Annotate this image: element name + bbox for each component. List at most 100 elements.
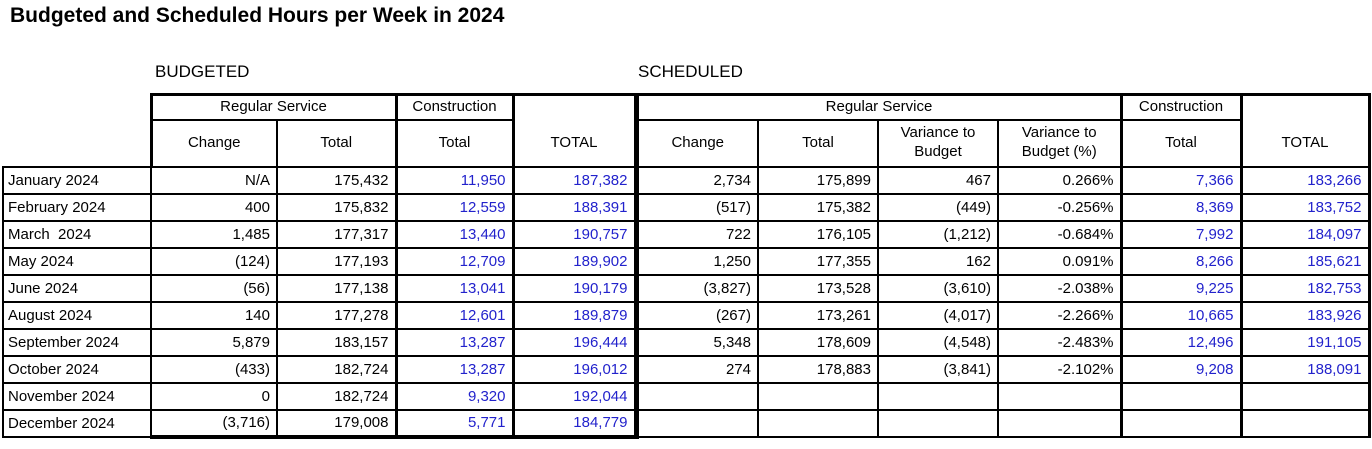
budgeted-construction-total-cell: 12,601 <box>394 300 514 330</box>
scheduled-variance-to-budget-pct-header: Variance to Budget (%) <box>997 118 1122 168</box>
scheduled-grand-total-header: TOTAL <box>1239 93 1371 168</box>
month-header-spacer <box>3 95 151 167</box>
month-cell: August 2024 <box>2 300 152 330</box>
budgeted-grand-total-cell: 190,179 <box>511 273 637 303</box>
budgeted-construction-total-cell: 9,320 <box>394 381 514 411</box>
scheduled-grand-total-cell: 188,091 <box>1239 354 1371 384</box>
scheduled-variance-pct-cell <box>997 381 1122 411</box>
budgeted-construction-total-cell: 11,950 <box>394 165 514 195</box>
scheduled-variance-pct-cell: 0.091% <box>997 246 1122 276</box>
scheduled-construction-total-header: Total <box>1119 118 1242 168</box>
scheduled-variance-pct-cell: -2.483% <box>997 327 1122 357</box>
scheduled-variance-pct-cell: -2.102% <box>997 354 1122 384</box>
scheduled-variance-pct-cell: -0.684% <box>997 219 1122 249</box>
scheduled-change-cell: 5,348 <box>633 327 759 357</box>
scheduled-grand-total-cell: 185,621 <box>1239 246 1371 276</box>
scheduled-variance-cell <box>877 408 999 438</box>
budgeted-construction-total-cell: 5,771 <box>394 408 514 439</box>
budgeted-grand-total-cell: 196,444 <box>511 327 637 357</box>
month-cell: February 2024 <box>2 192 152 222</box>
month-cell: November 2024 <box>2 381 152 411</box>
scheduled-change-header: Change <box>633 118 759 168</box>
budgeted-total-cell: 177,278 <box>276 300 397 330</box>
scheduled-change-cell: (3,827) <box>633 273 759 303</box>
scheduled-variance-cell: 467 <box>877 165 999 195</box>
scheduled-variance-pct-cell: -2.038% <box>997 273 1122 303</box>
scheduled-construction-total-cell: 8,266 <box>1119 246 1242 276</box>
scheduled-variance-cell: (3,610) <box>877 273 999 303</box>
scheduled-total-cell: 178,883 <box>757 354 879 384</box>
scheduled-total-cell: 178,609 <box>757 327 879 357</box>
scheduled-variance-cell <box>877 381 999 411</box>
scheduled-variance-cell: (1,212) <box>877 219 999 249</box>
page-title: Budgeted and Scheduled Hours per Week in… <box>10 4 505 27</box>
table-row: January 2024 N/A 175,432 11,950 187,382 2,734… <box>2 165 1371 195</box>
budgeted-total-cell: 183,157 <box>276 327 397 357</box>
budgeted-total-cell: 177,138 <box>276 273 397 303</box>
scheduled-section-label: SCHEDULED <box>638 62 743 81</box>
scheduled-grand-total-cell: 184,097 <box>1239 219 1371 249</box>
budgeted-grand-total-cell: 188,391 <box>511 192 637 222</box>
scheduled-total-cell <box>757 408 879 438</box>
table-row: November 2024 0 182,724 9,320 192,044 <box>2 381 1371 411</box>
month-cell: May 2024 <box>2 246 152 276</box>
scheduled-total-cell: 175,382 <box>757 192 879 222</box>
scheduled-construction-total-cell: 9,225 <box>1119 273 1242 303</box>
scheduled-total-cell: 173,261 <box>757 300 879 330</box>
budgeted-construction-total-header: Total <box>394 118 514 168</box>
budgeted-construction-header: Construction <box>394 93 514 121</box>
budgeted-construction-total-cell: 12,559 <box>394 192 514 222</box>
budgeted-change-cell: 1,485 <box>150 219 278 249</box>
month-cell: October 2024 <box>2 354 152 384</box>
scheduled-total-cell: 177,355 <box>757 246 879 276</box>
header-row-groups: Regular Service Construction TOTAL Regul… <box>3 93 1371 168</box>
scheduled-construction-total-cell: 9,208 <box>1119 354 1242 384</box>
scheduled-change-cell: 274 <box>633 354 759 384</box>
scheduled-construction-total-cell: 7,992 <box>1119 219 1242 249</box>
table-row: February 2024 400 175,832 12,559 188,391 (517… <box>2 192 1371 222</box>
budgeted-grand-total-cell: 184,779 <box>511 408 637 439</box>
budgeted-change-cell: (433) <box>150 354 278 384</box>
budgeted-total-cell: 175,832 <box>276 192 397 222</box>
month-cell: September 2024 <box>2 327 152 357</box>
scheduled-variance-pct-cell: -0.256% <box>997 192 1122 222</box>
scheduled-variance-cell: (3,841) <box>877 354 999 384</box>
month-cell: March 2024 <box>2 219 152 249</box>
scheduled-regular-service-header: Regular Service <box>633 93 1122 121</box>
scheduled-construction-total-cell: 12,496 <box>1119 327 1242 357</box>
scheduled-construction-total-cell: 8,369 <box>1119 192 1242 222</box>
header-row-columns: Change Total Total Change Total Variance… <box>3 118 1369 168</box>
table-body: January 2024 N/A 175,432 11,950 187,382 2,734… <box>2 165 1371 439</box>
budgeted-grand-total-cell: 190,757 <box>511 219 637 249</box>
scheduled-construction-total-cell <box>1119 381 1242 411</box>
scheduled-grand-total-cell: 183,926 <box>1239 300 1371 330</box>
budgeted-grand-total-cell: 196,012 <box>511 354 637 384</box>
scheduled-total-cell: 173,528 <box>757 273 879 303</box>
scheduled-total-cell: 175,899 <box>757 165 879 195</box>
budgeted-construction-total-cell: 13,287 <box>394 327 514 357</box>
budgeted-change-cell: 5,879 <box>150 327 278 357</box>
scheduled-variance-cell: (4,017) <box>877 300 999 330</box>
scheduled-grand-total-cell: 191,105 <box>1239 327 1371 357</box>
scheduled-change-cell: 2,734 <box>633 165 759 195</box>
budgeted-total-cell: 182,724 <box>276 354 397 384</box>
table-header: Regular Service Construction TOTAL Regul… <box>3 93 1371 168</box>
table-row: March 2024 1,485 177,317 13,440 190,757 722 17… <box>2 219 1371 249</box>
budgeted-regular-service-header: Regular Service <box>149 93 397 121</box>
budgeted-change-cell: N/A <box>150 165 278 195</box>
budgeted-change-cell: (56) <box>150 273 278 303</box>
budgeted-section-label: BUDGETED <box>155 62 250 81</box>
budgeted-total-cell: 182,724 <box>276 381 397 411</box>
scheduled-variance-pct-cell: -2.266% <box>997 300 1122 330</box>
scheduled-variance-cell: (4,548) <box>877 327 999 357</box>
budgeted-total-cell: 177,317 <box>276 219 397 249</box>
scheduled-construction-total-cell <box>1119 408 1242 438</box>
scheduled-construction-header: Construction <box>1119 93 1242 121</box>
budgeted-change-header: Change <box>149 118 278 168</box>
scheduled-variance-cell: 162 <box>877 246 999 276</box>
scheduled-total-cell: 176,105 <box>757 219 879 249</box>
budgeted-grand-total-cell: 189,879 <box>511 300 637 330</box>
budgeted-change-cell: (124) <box>150 246 278 276</box>
table-row: June 2024 (56) 177,138 13,041 190,179 (3,827)… <box>2 273 1371 303</box>
scheduled-variance-pct-cell <box>997 408 1122 438</box>
